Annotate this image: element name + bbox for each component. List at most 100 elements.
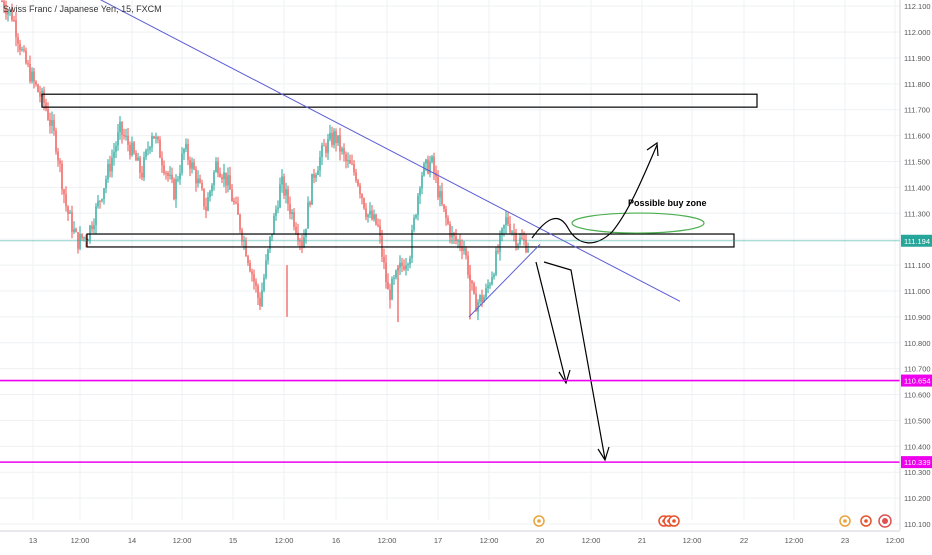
time-tick-label: 23 — [841, 536, 849, 545]
candle-body — [389, 289, 391, 300]
candle-body — [295, 226, 297, 233]
price-tick-label: 111.100 — [904, 261, 930, 270]
time-tick-label: 22 — [740, 536, 748, 545]
bullish-arrow[interactable] — [531, 144, 658, 244]
candle-body — [463, 248, 465, 251]
candle-body — [379, 225, 381, 236]
candle-body — [283, 176, 285, 196]
price-tick-label: 111.700 — [904, 106, 930, 115]
support-2-badge-label: 110.339 — [904, 458, 931, 467]
candle-body — [443, 204, 445, 209]
time-tick-label: 12:00 — [785, 536, 804, 545]
candle-body — [483, 297, 485, 303]
candle-body — [291, 212, 293, 214]
candle-body — [395, 270, 397, 278]
candle-body — [129, 144, 131, 156]
candle-body — [183, 149, 185, 154]
candle-body — [137, 157, 139, 161]
horizontal-levels[interactable] — [0, 240, 900, 463]
candle-body — [237, 203, 239, 215]
price-tick-label: 112.000 — [904, 28, 931, 37]
candle-body — [5, 8, 7, 15]
candle-body — [309, 202, 311, 205]
candle-body — [407, 264, 409, 266]
price-tick-label: 111.600 — [904, 132, 930, 141]
candle-body — [229, 175, 231, 190]
candle-body — [101, 199, 103, 201]
candle-body — [73, 229, 75, 232]
candle-body — [313, 173, 315, 178]
bearish-arrow-1[interactable] — [535, 261, 567, 383]
candles — [1, 0, 529, 323]
candle-body — [477, 301, 479, 312]
candle-body — [45, 102, 47, 110]
candle-body — [251, 271, 253, 275]
candle-body — [189, 160, 191, 169]
candle-body — [365, 208, 367, 218]
candle-body — [381, 235, 383, 257]
candle-body — [343, 148, 345, 155]
candle-body — [51, 119, 53, 126]
candle-body — [315, 174, 317, 178]
candle-body — [467, 255, 469, 275]
candle-body — [311, 173, 313, 205]
candle-body — [221, 176, 223, 180]
candle-body — [217, 161, 219, 174]
economic-event-dot — [537, 519, 541, 523]
candle-body — [417, 195, 419, 215]
candle-body — [409, 258, 411, 265]
resistance-zone[interactable] — [41, 93, 758, 108]
candle-body — [139, 157, 141, 173]
symbol-title: Swiss Franc / Japanese Yen, 15, FXCM — [3, 4, 162, 14]
candle-body — [125, 135, 127, 137]
candle-body — [227, 175, 229, 186]
candle-body — [373, 214, 375, 220]
candle-body — [267, 249, 269, 261]
candle-body — [177, 179, 179, 181]
candle-body — [25, 50, 27, 64]
candle-body — [93, 225, 95, 230]
candle-body — [31, 71, 33, 82]
candle-body — [517, 244, 519, 246]
candle-body — [225, 172, 227, 186]
bearish-arrow-2[interactable] — [543, 261, 606, 460]
candle-body — [29, 63, 31, 82]
candle-body — [117, 132, 119, 146]
buy-zone-label: Possible buy zone — [628, 198, 707, 208]
descending-trendline[interactable] — [93, 0, 681, 302]
candle-body — [191, 162, 193, 169]
ascending-trendline[interactable] — [468, 244, 541, 318]
candle-body — [245, 240, 247, 257]
candle-body — [449, 223, 451, 238]
bearish-arrow-2-head — [597, 446, 610, 462]
time-tick-label: 17 — [434, 536, 442, 545]
economic-event-dot — [864, 519, 868, 523]
candle-body — [393, 277, 395, 279]
candle-body — [319, 157, 321, 171]
candle-body — [17, 37, 19, 44]
candle-body — [349, 159, 351, 164]
candle-body — [91, 225, 93, 230]
candle-body — [281, 176, 283, 185]
price-tick-label: 110.600 — [904, 391, 931, 400]
candle-body — [307, 202, 309, 229]
event-markers[interactable] — [533, 514, 892, 528]
price-tick-label: 112.100 — [904, 2, 931, 11]
candle-body — [207, 197, 209, 211]
candle-body — [511, 231, 513, 233]
candle-body — [37, 84, 39, 93]
buy-zone-ellipse[interactable] — [571, 212, 705, 234]
time-tick-label: 12:00 — [683, 536, 702, 545]
candle-body — [109, 163, 111, 172]
price-tick-label: 110.500 — [904, 416, 931, 425]
candle-body — [437, 176, 439, 198]
price-tick-label: 110.200 — [904, 494, 931, 503]
candle-body — [475, 293, 477, 312]
candle-body — [371, 210, 373, 220]
candle-body — [205, 206, 207, 211]
candle-body — [219, 173, 221, 177]
